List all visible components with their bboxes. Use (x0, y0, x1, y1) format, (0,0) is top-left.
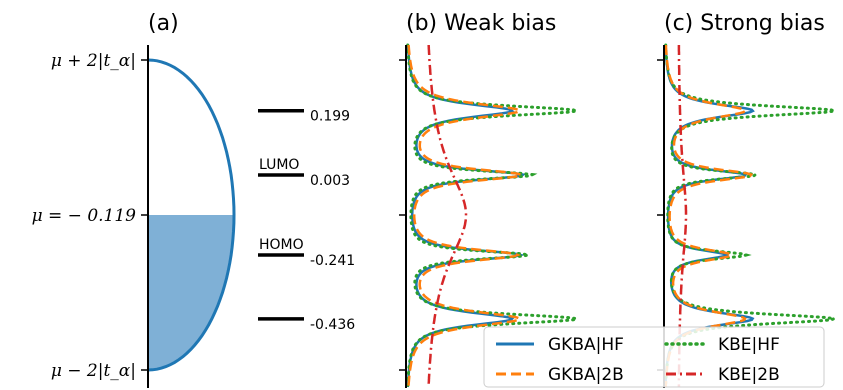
legend-label-kbe-hf: KBE|HF (718, 335, 780, 355)
ytick-label-bottom: μ − 2|t_α| (51, 361, 136, 381)
band-edge-curve (147, 58, 236, 372)
energy-level-label: -0.241 (310, 253, 355, 269)
series-line-kbe-hf (406, 43, 578, 389)
energy-level-tag: HOMO (259, 237, 304, 253)
series-line-gkba-2b (407, 44, 524, 387)
ytick-label-top: μ + 2|t_α| (51, 51, 136, 71)
legend: GKBA|HF KBE|HF GKBA|2B KBE|2B (483, 326, 825, 388)
panel-a-title: (a) (148, 11, 179, 36)
legend-label-gkba-2b: GKBA|2B (548, 365, 624, 385)
energy-level-tag: LUMO (259, 157, 299, 173)
panel-b-curves (406, 43, 578, 389)
panel-b-title: (b) Weak bias (406, 11, 556, 36)
energy-level-label: -0.436 (310, 317, 355, 333)
legend-box (483, 326, 825, 388)
panel-c-title: (c) Strong bias (664, 11, 825, 36)
energy-level-label: 0.199 (310, 109, 350, 125)
legend-label-kbe-2b: KBE|2B (718, 365, 780, 385)
panel-a: (a) μ + 2|t_α| μ = − 0.119 μ − 2|t_α| 0.… (32, 11, 355, 388)
panel-b: (b) Weak bias (399, 11, 578, 389)
occupied-band-fill (148, 215, 234, 370)
energy-level-label: 0.003 (310, 173, 350, 189)
energy-levels: 0.199 0.003 LUMO -0.241 HOMO -0.436 (258, 109, 355, 333)
ytick-label-mu: μ = − 0.119 (32, 206, 137, 226)
legend-label-gkba-hf: GKBA|HF (548, 335, 624, 355)
